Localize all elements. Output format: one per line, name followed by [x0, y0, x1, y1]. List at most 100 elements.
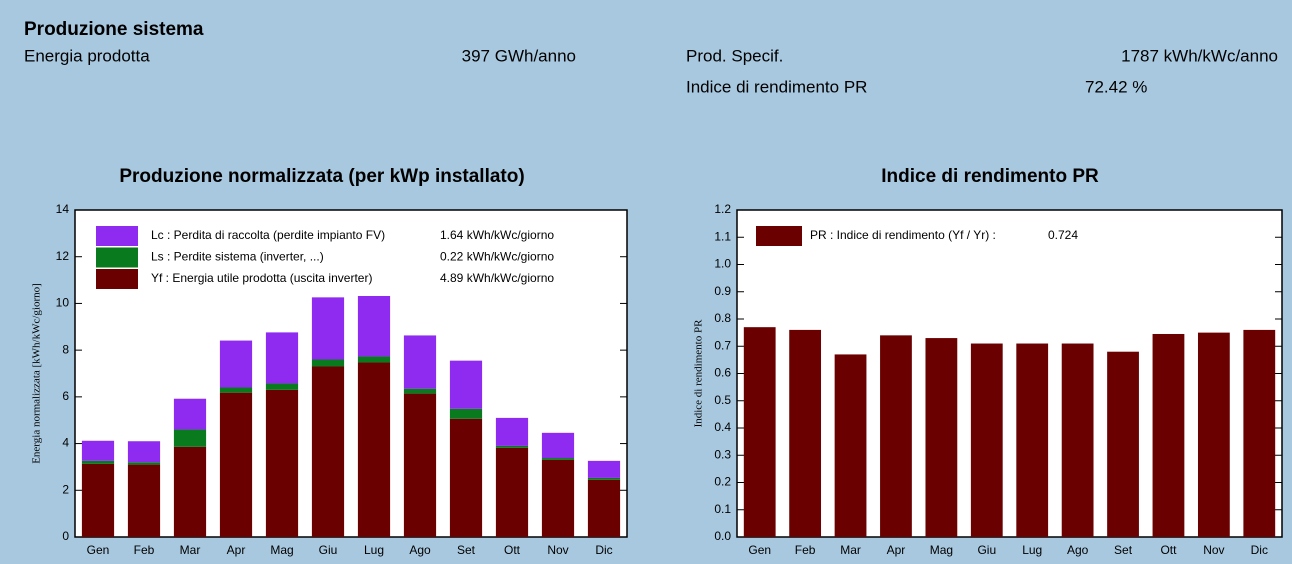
bar [127, 441, 161, 463]
bar [219, 387, 253, 393]
y-tick-label: 0.2 [714, 475, 731, 489]
x-tick-label: Lug [1022, 543, 1042, 557]
legend-value: 4.89 kWh/kWc/giorno [440, 271, 554, 285]
bar [743, 327, 776, 537]
bar [970, 343, 1003, 537]
legend-swatch [96, 247, 138, 268]
bar [311, 297, 345, 360]
bar [357, 356, 391, 363]
x-tick-label: Gen [87, 543, 110, 557]
y-tick-label: 1.0 [714, 257, 731, 271]
y-tick-label: 0.6 [714, 366, 731, 380]
bar [587, 460, 621, 478]
x-tick-label: Apr [227, 543, 246, 557]
bar [127, 464, 161, 537]
chart-title: Indice di rendimento PR [881, 166, 1099, 187]
legend-swatch [756, 226, 802, 246]
section-title: Produzione sistema [24, 19, 204, 40]
y-tick-label: 0.7 [714, 338, 731, 352]
bar [1197, 332, 1230, 537]
bar [357, 362, 391, 537]
y-tick-label: 0 [62, 529, 69, 543]
bar [449, 408, 483, 419]
x-tick-label: Gen [748, 543, 771, 557]
y-tick-label: 6 [62, 389, 69, 403]
legend-label: Lc : Perdita di raccolta (perdite impian… [151, 228, 385, 242]
x-tick-label: Mar [840, 543, 861, 557]
bar [1016, 343, 1049, 537]
bar [403, 335, 437, 389]
y-tick-label: 14 [56, 202, 70, 216]
y-tick-label: 0.0 [714, 529, 731, 543]
x-tick-label: Feb [134, 543, 155, 557]
bar [587, 477, 621, 480]
bar [495, 417, 529, 446]
bar [265, 383, 299, 390]
x-tick-label: Mag [930, 543, 953, 557]
legend-label: Ls : Perdite sistema (inverter, ...) [151, 250, 324, 264]
info-label: Prod. Specif. [686, 46, 783, 65]
bar [834, 354, 867, 537]
bar [1061, 343, 1094, 537]
x-tick-label: Ago [1067, 543, 1089, 557]
bar [587, 479, 621, 537]
x-tick-label: Nov [547, 543, 568, 557]
legend-label: Yf : Energia utile prodotta (uscita inve… [151, 271, 372, 285]
bar [449, 360, 483, 409]
legend-value: 1.64 kWh/kWc/giorno [440, 228, 554, 242]
info-label: Energia prodotta [24, 46, 150, 65]
bar [789, 329, 822, 537]
bar [925, 338, 958, 537]
y-tick-label: 12 [56, 249, 70, 263]
bar [403, 388, 437, 394]
y-tick-label: 0.3 [714, 447, 731, 461]
x-tick-label: Mag [270, 543, 293, 557]
y-axis-label: Indice di rendimento PR [693, 319, 705, 428]
bar [449, 418, 483, 537]
bar [81, 460, 115, 464]
legend-box [92, 222, 590, 296]
x-tick-label: Apr [887, 543, 906, 557]
x-tick-label: Set [457, 543, 476, 557]
x-tick-label: Giu [319, 543, 338, 557]
x-tick-label: Ott [504, 543, 521, 557]
chart-title: Produzione normalizzata (per kWp install… [119, 166, 524, 187]
bar [1243, 329, 1276, 537]
x-tick-label: Lug [364, 543, 384, 557]
bar [403, 393, 437, 537]
legend-box [752, 222, 1092, 250]
bar [173, 446, 207, 537]
bar [173, 398, 207, 430]
bar [1152, 333, 1185, 537]
bar [219, 340, 253, 388]
y-tick-label: 10 [56, 296, 70, 310]
y-tick-label: 4 [62, 436, 69, 450]
x-tick-label: Mar [180, 543, 201, 557]
bar [495, 447, 529, 537]
legend-value: 0.724 [1048, 228, 1078, 242]
bar [880, 335, 912, 537]
info-value: 72.42 % [1085, 77, 1147, 96]
y-tick-label: 0.1 [714, 502, 731, 516]
y-axis-label: Energia normalizzata [kWh/kWc/giorno] [31, 283, 43, 464]
legend-swatch [96, 226, 138, 246]
y-tick-label: 0.9 [714, 284, 731, 298]
y-tick-label: 0.8 [714, 311, 731, 325]
y-tick-label: 0.5 [714, 393, 731, 407]
x-tick-label: Dic [595, 543, 612, 557]
x-tick-label: Dic [1251, 543, 1268, 557]
y-tick-label: 1.1 [714, 229, 731, 243]
legend-label: PR : Indice di rendimento (Yf / Yr) : [810, 228, 996, 242]
legend-swatch [96, 269, 138, 289]
bar [265, 332, 299, 384]
bar [127, 462, 161, 465]
bar [311, 366, 345, 537]
bar [541, 432, 575, 459]
x-tick-label: Nov [1203, 543, 1224, 557]
x-tick-label: Giu [977, 543, 996, 557]
bar [173, 429, 207, 447]
x-tick-label: Ago [409, 543, 431, 557]
bar [81, 440, 115, 461]
y-tick-label: 8 [62, 342, 69, 356]
bar [81, 463, 115, 537]
